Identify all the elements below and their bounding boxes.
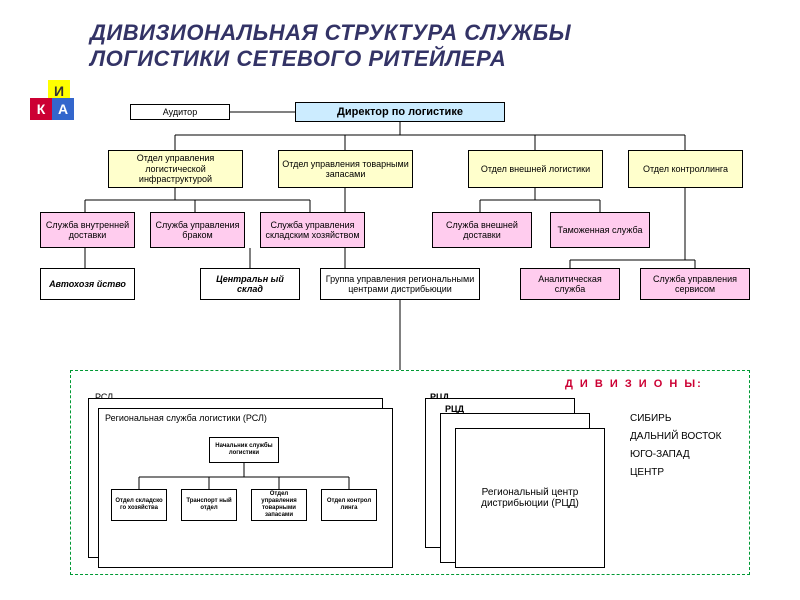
unit-box: Аналитическая служба — [520, 268, 620, 300]
logo-letter: К — [30, 98, 52, 120]
rsl-sub: Отдел складско го хозяйства — [111, 489, 167, 521]
rcd-stack-1: Региональный центр дистрибьюции (РЦД) — [455, 428, 605, 568]
page-title: ДИВИЗИОНАЛЬНАЯ СТРУКТУРА СЛУЖБЫ ЛОГИСТИК… — [90, 20, 571, 73]
rsl-stack-front: Региональная служба логистики (РСЛ) Нача… — [98, 408, 393, 568]
divisions-title: Д И В И З И О Н Ы: — [565, 378, 703, 390]
dept-box: Отдел контроллинга — [628, 150, 743, 188]
unit-box: Центральн ый склад — [200, 268, 300, 300]
director-box: Директор по логистике — [295, 102, 505, 122]
unit-box: Автохозя йство — [40, 268, 135, 300]
dept-box: Отдел управления товарными запасами — [278, 150, 413, 188]
rsl-sub: Отдел управления товарными запасами — [251, 489, 307, 521]
dept-box: Отдел управления логистической инфрастру… — [108, 150, 243, 188]
dept-box: Отдел внешней логистики — [468, 150, 603, 188]
service-box: Служба внутренней доставки — [40, 212, 135, 248]
auditor-box: Аудитор — [130, 104, 230, 120]
rsl-sub: Транспорт ный отдел — [181, 489, 237, 521]
service-box: Служба внешней доставки — [432, 212, 532, 248]
unit-box: Служба управления сервисом — [640, 268, 750, 300]
rsl-sub: Отдел контрол линга — [321, 489, 377, 521]
region-item: СИБИРЬ — [630, 410, 721, 428]
region-item: ЦЕНТР — [630, 464, 721, 482]
service-box: Служба управления складским хозяйством — [260, 212, 365, 248]
group-box: Группа управления региональными центрами… — [320, 268, 480, 300]
region-item: ДАЛЬНИЙ ВОСТОК — [630, 428, 721, 446]
region-list: СИБИРЬ ДАЛЬНИЙ ВОСТОК ЮГО-ЗАПАД ЦЕНТР — [630, 410, 721, 482]
logo-letter: А — [52, 98, 74, 120]
service-box: Служба управления браком — [150, 212, 245, 248]
service-box: Таможенная служба — [550, 212, 650, 248]
region-item: ЮГО-ЗАПАД — [630, 446, 721, 464]
